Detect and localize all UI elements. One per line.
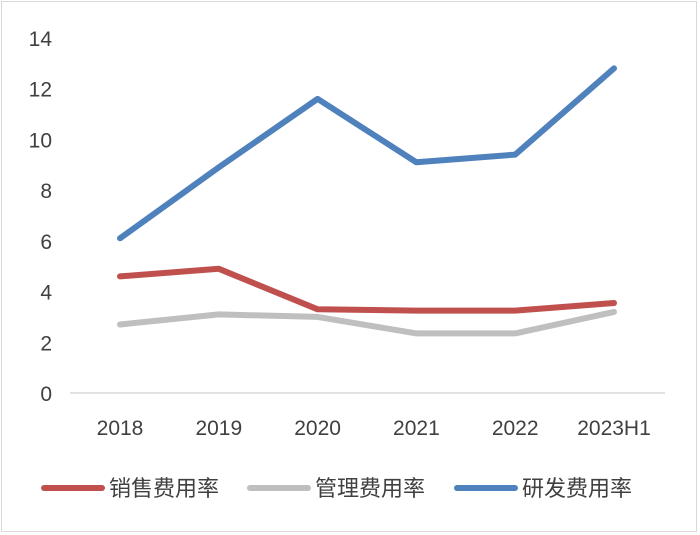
legend-label-1: 销售费用率 [109,477,219,502]
y-tick-label: 12 [29,79,52,102]
series-lines [117,65,617,337]
x-tick-label: 2018 [97,417,144,440]
x-tick-label: 2019 [195,417,242,440]
x-tick-label: 2022 [492,417,539,440]
x-tick-label: 2020 [294,417,341,440]
x-axis-ticks: 2018 2019 2020 2021 2022 2023H1 [97,417,651,440]
y-tick-label: 14 [29,28,53,51]
legend-label-3: 研发费用率 [522,477,632,502]
y-tick-label: 0 [40,383,52,406]
x-tick-label: 2021 [393,417,440,440]
legend: 销售费用率 管理费用率 研发费用率 [41,477,632,502]
y-tick-label: 4 [40,282,52,305]
series-line-3 [117,65,617,242]
series-line-2 [117,308,617,337]
series-line-1 [117,265,617,314]
y-tick-label: 10 [29,129,52,152]
y-tick-label: 6 [40,231,52,254]
legend-label-2: 管理费用率 [315,477,425,502]
x-tick-label: 2023H1 [577,417,651,440]
y-axis-ticks: 0 2 4 6 8 10 12 14 [29,28,53,406]
y-tick-label: 8 [40,180,52,203]
y-tick-label: 2 [40,332,52,355]
